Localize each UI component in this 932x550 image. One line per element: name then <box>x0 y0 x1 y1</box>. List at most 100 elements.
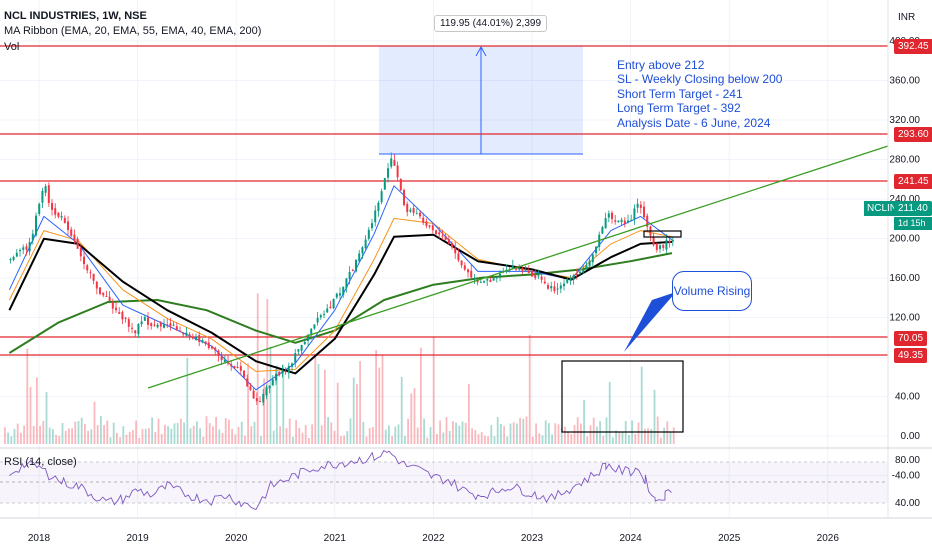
candle-body <box>409 209 412 212</box>
volume-bar <box>388 425 390 444</box>
volume-bar <box>461 421 464 444</box>
candle-body <box>252 390 255 399</box>
candle-body <box>355 259 358 272</box>
volume-bar <box>269 346 272 444</box>
candle-body <box>147 317 150 325</box>
volume-bar <box>13 428 16 444</box>
candle-body <box>326 308 329 313</box>
volume-bar <box>439 420 441 444</box>
volume-bar <box>218 429 221 444</box>
candle-body <box>351 269 354 271</box>
candle-body <box>89 272 92 274</box>
candle-body <box>332 298 335 309</box>
volume-bar <box>420 347 422 444</box>
candle-body <box>473 278 476 280</box>
volume-bar <box>589 425 592 444</box>
volume-bar <box>87 430 89 444</box>
candle-body <box>601 227 604 234</box>
candle-body <box>438 232 441 235</box>
candle-body <box>51 203 54 210</box>
volume-bar <box>634 433 637 444</box>
candle-body <box>297 349 300 352</box>
candle-body <box>239 366 242 371</box>
volume-bar <box>656 416 659 444</box>
volume-bar <box>77 421 80 444</box>
candle-body <box>115 307 118 311</box>
y-tick-1: 360.00 <box>889 76 920 87</box>
volume-bar <box>404 435 406 444</box>
volume-bar <box>452 421 454 444</box>
volume-bar <box>288 418 291 444</box>
volume-bar <box>314 353 317 444</box>
volume-bar <box>263 378 265 444</box>
candle-body <box>92 273 95 281</box>
volume-bar <box>516 423 518 444</box>
volume-bar <box>154 432 157 444</box>
candle-body <box>579 271 582 274</box>
candle-body <box>140 321 143 325</box>
candle-body <box>374 210 377 223</box>
y-tick-4: 240.00 <box>889 194 920 205</box>
candle-body <box>492 278 495 281</box>
candle-body <box>364 239 367 249</box>
volume-bar <box>372 427 374 444</box>
volume-bar <box>669 431 672 444</box>
candle-body <box>377 202 380 211</box>
horizontal-levels <box>0 45 888 356</box>
volume-bar <box>602 435 605 444</box>
note-short-target: Short Term Target - 241 <box>617 86 743 101</box>
candle-body <box>12 256 15 260</box>
volume-bar <box>215 416 217 444</box>
volume-bar <box>224 418 227 444</box>
volume-bar <box>272 430 275 444</box>
candle-body <box>179 330 182 332</box>
volume-bar <box>532 436 534 444</box>
volume-bar <box>621 431 624 444</box>
candle-body <box>227 361 230 364</box>
volume-bar <box>64 430 67 444</box>
volume-bar <box>39 425 41 444</box>
volume-bar <box>170 428 173 444</box>
candle-body <box>233 366 236 369</box>
volume-bar <box>583 399 585 444</box>
candle-body <box>671 240 674 242</box>
volume-bar <box>484 435 486 444</box>
volume-bar <box>106 420 109 444</box>
volume-bar <box>423 418 425 444</box>
candle-body <box>188 334 191 337</box>
level-tag-293: 293.60 <box>894 127 932 142</box>
volume-bar <box>384 429 387 444</box>
volume-bar <box>151 417 153 444</box>
candle-body <box>415 213 418 215</box>
x-tick-2021: 2021 <box>324 533 347 544</box>
x-tick-2026: 2026 <box>817 533 840 544</box>
volume-bar <box>68 428 70 444</box>
candle-body <box>127 319 130 327</box>
candle-body <box>358 253 361 262</box>
candle-body <box>534 274 537 279</box>
candle-body <box>620 219 623 223</box>
candle-body <box>134 330 137 334</box>
candle-body <box>108 296 111 301</box>
volume-bar <box>352 377 355 444</box>
candle-body <box>259 401 262 403</box>
volume-bar <box>240 421 243 444</box>
volume-bar <box>567 431 569 444</box>
volume-bar <box>260 436 262 444</box>
candle-body <box>419 212 422 217</box>
candle-body <box>431 225 434 231</box>
candle-body <box>345 278 348 288</box>
candle-body <box>614 220 617 222</box>
ema-ribbon <box>8 185 673 391</box>
candle-body <box>380 191 383 203</box>
candle-body <box>291 363 294 367</box>
volume-bar <box>436 434 438 444</box>
volume-bar <box>192 425 195 444</box>
candle-body <box>652 237 655 246</box>
candle-body <box>627 220 630 223</box>
currency-label[interactable]: INR <box>898 12 916 23</box>
volume-bar <box>93 401 96 444</box>
volume-bar <box>304 425 307 444</box>
candle-body <box>28 242 31 252</box>
